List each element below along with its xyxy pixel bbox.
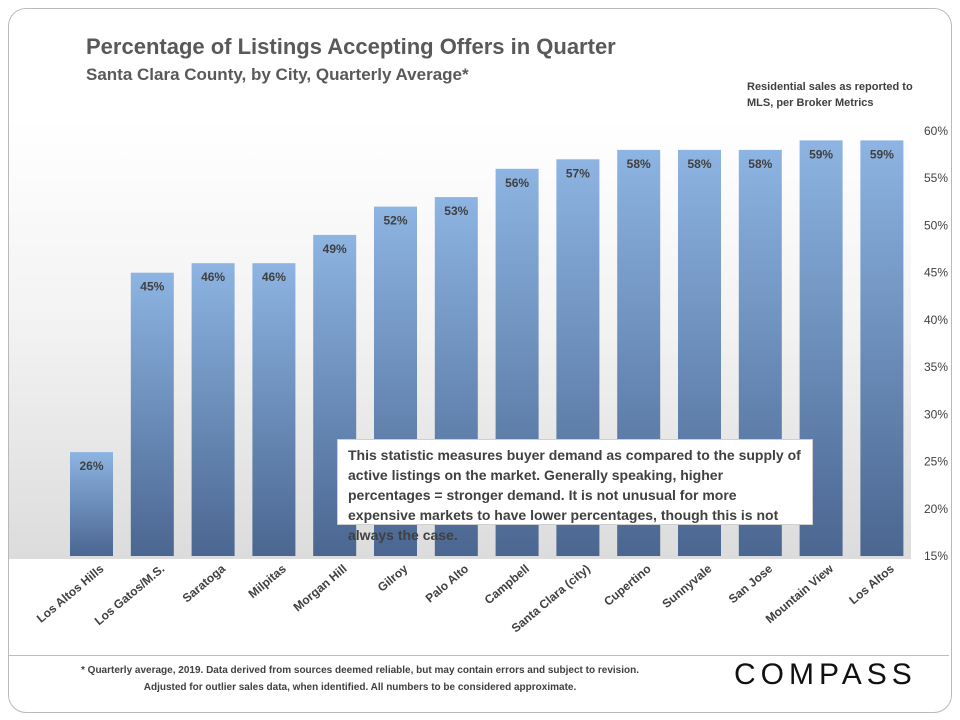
bar-data-label: 46%	[201, 270, 225, 284]
y-axis-tick-label: 15%	[924, 549, 948, 563]
x-axis-category-label: San Jose	[726, 561, 776, 606]
x-axis-category-label: Saratoga	[180, 561, 229, 605]
bar	[191, 263, 235, 556]
bar-data-label: 26%	[79, 459, 103, 473]
x-axis-category-label: Gilroy	[375, 561, 411, 594]
y-axis-tick-label: 60%	[924, 124, 948, 138]
bar	[70, 452, 113, 556]
y-axis-tick-label: 25%	[924, 455, 948, 469]
bar-data-label: 59%	[870, 147, 894, 161]
bar-data-label: 57%	[566, 166, 590, 180]
bar-data-label: 58%	[748, 157, 772, 171]
chart-subtitle: Santa Clara County, by City, Quarterly A…	[86, 65, 469, 84]
bar-labels-group: 26% 45% 46% 46% 49% 52% 53% 56% 57% 58% 58% 58% 59% 5…	[79, 147, 894, 473]
bars-group	[70, 140, 904, 557]
footnote: * Quarterly average, 2019. Data derived …	[81, 665, 639, 693]
bar-data-label: 49%	[323, 242, 347, 256]
bar-data-label: 46%	[262, 270, 286, 284]
x-axis-category-label: Palo Alto	[423, 562, 471, 606]
source-note: Residential sales as reported to MLS, pe…	[747, 81, 913, 109]
x-axis-category-label: Los Altos	[846, 561, 897, 607]
bar-data-label: 59%	[809, 147, 833, 161]
y-axis-tick-label: 40%	[924, 313, 948, 327]
bar-data-label: 52%	[383, 214, 407, 228]
x-axis-category-label: Sunnyvale	[659, 561, 714, 611]
explanation-note-box: This statistic measures buyer demand as …	[337, 439, 813, 543]
y-axis-tick-label: 35%	[924, 360, 948, 374]
y-axis-ticks-group: 15% 20% 25% 30% 35% 40% 45% 50% 55% 60%	[924, 124, 948, 563]
bar-data-label: 53%	[444, 204, 468, 218]
bar-data-label: 58%	[687, 157, 711, 171]
chart-title: Percentage of Listings Accepting Offers …	[86, 34, 616, 59]
bar	[252, 263, 296, 556]
bar	[130, 272, 174, 556]
bar	[860, 140, 904, 556]
y-axis-tick-label: 30%	[924, 407, 948, 421]
y-axis-tick-label: 50%	[924, 218, 948, 232]
bar-data-label: 45%	[140, 280, 164, 294]
x-axis-category-label: Campbell	[482, 562, 532, 607]
x-axis-category-label: Milpitas	[246, 561, 289, 601]
footer-divider	[9, 655, 949, 656]
compass-logo: COMPASS	[734, 658, 917, 691]
y-axis-tick-label: 20%	[924, 502, 948, 516]
y-axis-tick-label: 45%	[924, 266, 948, 280]
bar-data-label: 58%	[627, 157, 651, 171]
x-axis-category-label: Cupertino	[601, 562, 653, 609]
bar-data-label: 56%	[505, 176, 529, 190]
y-axis-tick-label: 55%	[924, 171, 948, 185]
x-axis-category-label: Morgan Hill	[291, 562, 350, 615]
